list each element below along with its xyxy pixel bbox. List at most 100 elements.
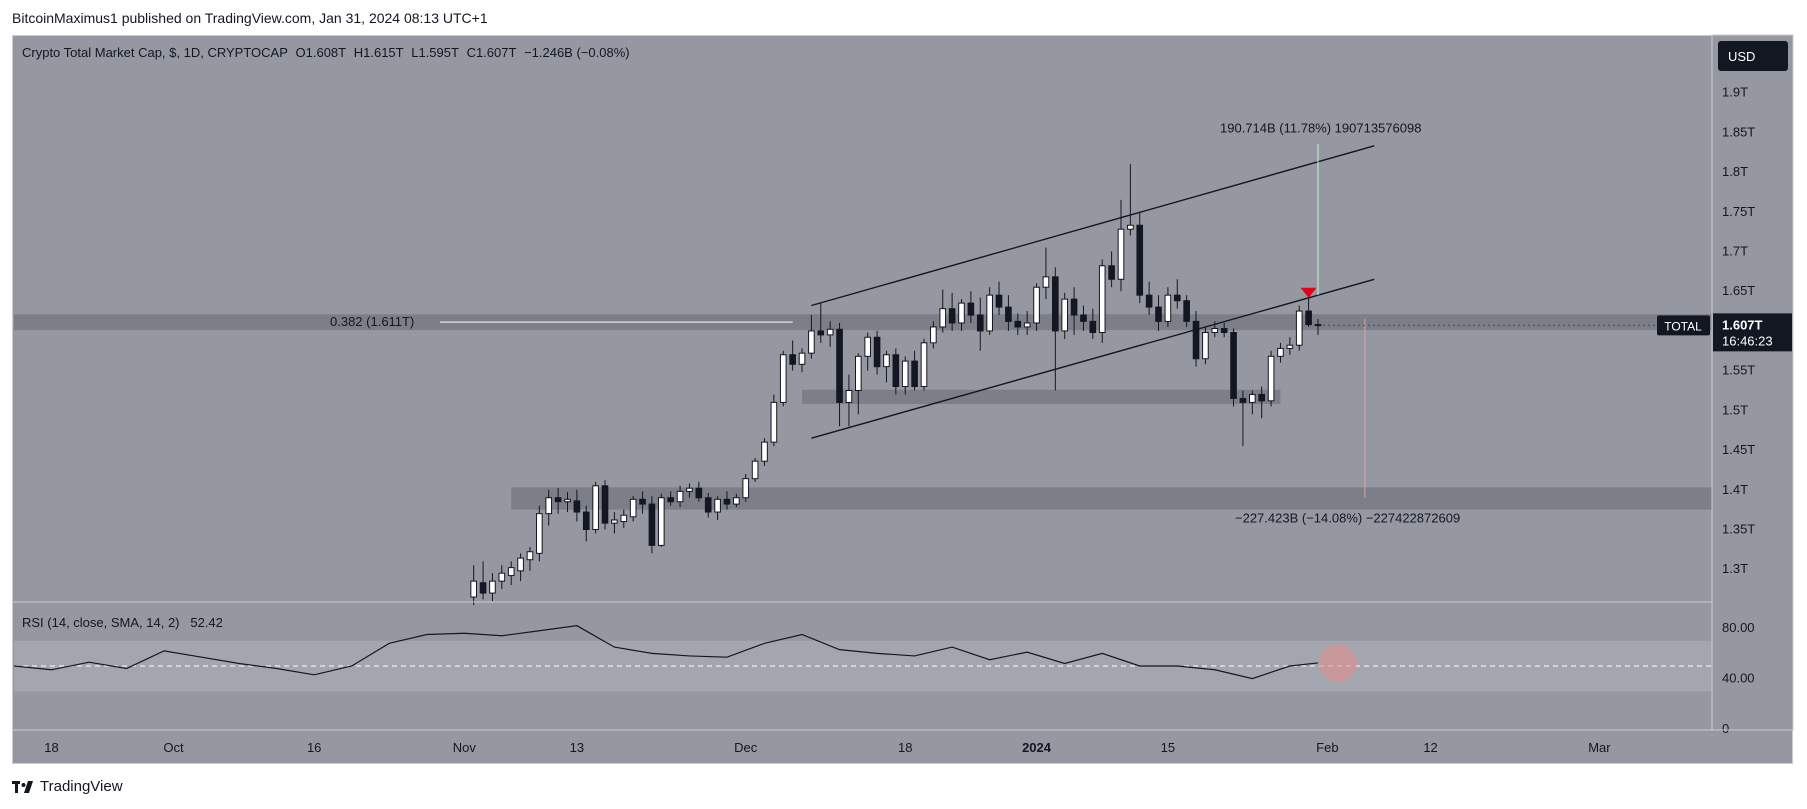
channel-lower-line[interactable]: [811, 278, 1375, 439]
candle-33[interactable]: [779, 354, 787, 403]
candle-84[interactable]: [1258, 393, 1266, 402]
candle-85[interactable]: [1267, 355, 1275, 402]
candle-73[interactable]: [1155, 306, 1162, 322]
candle-58[interactable]: [1014, 320, 1022, 328]
candle-21[interactable]: [667, 497, 674, 503]
candle-66[interactable]: [1089, 320, 1097, 334]
candle-13[interactable]: [592, 485, 599, 531]
candle-56[interactable]: [995, 294, 1003, 308]
candle-15[interactable]: [611, 519, 618, 524]
candle-80[interactable]: [1220, 328, 1228, 334]
candle-47[interactable]: [911, 360, 918, 388]
candle-38[interactable]: [826, 328, 834, 336]
candle-7[interactable]: [536, 513, 543, 554]
candle-18[interactable]: [639, 498, 646, 505]
candle-39[interactable]: [836, 328, 843, 403]
candle-8[interactable]: [545, 497, 553, 515]
candle-87[interactable]: [1286, 344, 1294, 349]
tradingview-brand: TradingView: [40, 778, 123, 795]
candle-17[interactable]: [629, 498, 637, 518]
candle-4[interactable]: [507, 567, 515, 577]
candle-1[interactable]: [479, 582, 487, 594]
candle-77[interactable]: [1192, 320, 1200, 360]
candle-22[interactable]: [676, 490, 684, 503]
candle-71[interactable]: [1136, 224, 1144, 296]
rsi-line[interactable]: [13, 625, 1319, 680]
price-tick-label-2: 1.4T: [1722, 482, 1748, 497]
candle-86[interactable]: [1277, 347, 1284, 357]
candle-50[interactable]: [939, 308, 947, 328]
candle-52[interactable]: [958, 302, 965, 324]
candle-5[interactable]: [517, 557, 524, 572]
candle-67[interactable]: [1098, 265, 1106, 334]
candle-19[interactable]: [648, 503, 656, 546]
candle-70[interactable]: [1127, 224, 1134, 230]
candle-41[interactable]: [854, 355, 862, 391]
candle-34[interactable]: [789, 354, 796, 365]
candle-30[interactable]: [751, 460, 759, 480]
candle-6[interactable]: [526, 551, 534, 561]
candle-81[interactable]: [1230, 332, 1237, 399]
candle-57[interactable]: [1005, 306, 1012, 322]
candle-0[interactable]: [470, 580, 477, 598]
candle-36[interactable]: [808, 330, 815, 354]
candle-48[interactable]: [920, 342, 928, 388]
candle-64[interactable]: [1070, 298, 1078, 316]
candle-16[interactable]: [620, 514, 628, 523]
candle-62[interactable]: [1052, 276, 1059, 332]
candle-74[interactable]: [1164, 294, 1172, 322]
candle-76[interactable]: [1183, 300, 1190, 322]
candle-83[interactable]: [1249, 393, 1256, 403]
candle-60[interactable]: [1033, 286, 1040, 324]
candle-65[interactable]: [1080, 314, 1087, 322]
candle-29[interactable]: [742, 478, 750, 499]
candle-11[interactable]: [573, 500, 581, 513]
candle-20[interactable]: [657, 497, 665, 546]
candle-25[interactable]: [704, 497, 712, 513]
candle-49[interactable]: [930, 326, 937, 344]
candle-63[interactable]: [1061, 298, 1069, 332]
candle-82[interactable]: [1239, 397, 1247, 403]
candle-54[interactable]: [976, 314, 984, 332]
price-tick-label-8: 1.7T: [1722, 243, 1748, 258]
candle-43[interactable]: [873, 336, 881, 368]
candle-59[interactable]: [1023, 322, 1031, 328]
tradingview-logo[interactable]: TradingView: [12, 778, 123, 795]
candle-27[interactable]: [723, 498, 731, 505]
candle-28[interactable]: [733, 497, 740, 505]
channel-upper-line[interactable]: [811, 145, 1375, 307]
candle-53[interactable]: [967, 302, 975, 316]
candle-9[interactable]: [554, 497, 562, 503]
candle-44[interactable]: [883, 354, 890, 368]
candle-69[interactable]: [1117, 228, 1125, 280]
currency-button[interactable]: USD: [1718, 41, 1788, 71]
candle-24[interactable]: [695, 487, 703, 499]
candle-10[interactable]: [564, 498, 571, 503]
candle-55[interactable]: [986, 294, 993, 332]
candle-40[interactable]: [845, 389, 853, 403]
candle-31[interactable]: [761, 441, 768, 462]
candle-37[interactable]: [817, 330, 825, 336]
candle-12[interactable]: [582, 511, 590, 531]
price-scale[interactable]: [1711, 34, 1794, 731]
candle-14[interactable]: [601, 485, 609, 524]
candle-26[interactable]: [714, 498, 721, 513]
candle-23[interactable]: [686, 487, 693, 492]
candle-75[interactable]: [1173, 294, 1181, 302]
candle-2[interactable]: [489, 580, 496, 594]
candle-51[interactable]: [948, 308, 956, 324]
candle-89[interactable]: [1305, 310, 1312, 326]
candle-42[interactable]: [864, 336, 872, 357]
candle-68[interactable]: [1108, 265, 1115, 280]
candle-72[interactable]: [1145, 294, 1153, 308]
candle-45[interactable]: [892, 354, 900, 388]
candle-61[interactable]: [1042, 276, 1050, 288]
candle-78[interactable]: [1202, 332, 1209, 360]
candle-32[interactable]: [770, 401, 778, 443]
candle-3[interactable]: [498, 572, 506, 582]
candle-79[interactable]: [1211, 328, 1219, 334]
candle-88[interactable]: [1295, 310, 1303, 346]
candle-35[interactable]: [798, 352, 806, 365]
candle-46[interactable]: [901, 360, 909, 388]
